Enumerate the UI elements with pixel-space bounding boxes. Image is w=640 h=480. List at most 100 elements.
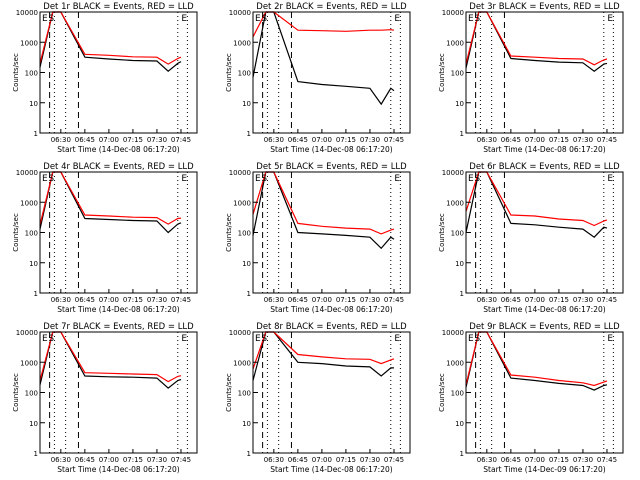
time-marker-label: E xyxy=(255,14,261,24)
plot-frame xyxy=(465,11,624,134)
x-tick-label: 06:45 xyxy=(501,136,521,144)
x-axis-label: Start Time (14-Dec-08 06:17:20) xyxy=(270,145,392,154)
x-tick-label: 06:45 xyxy=(75,296,95,304)
y-axis-label: Counts/sec xyxy=(225,213,233,252)
time-marker-label: E xyxy=(394,174,400,184)
plot-frame xyxy=(252,171,411,294)
x-tick-label: 06:30 xyxy=(477,456,497,464)
y-tick-label: 100 xyxy=(25,70,38,78)
time-marker-label: E xyxy=(42,334,48,344)
x-tick-label: 07:30 xyxy=(147,296,167,304)
y-tick-label: 100 xyxy=(238,390,251,398)
plot-frame xyxy=(252,331,411,454)
time-marker-label: E xyxy=(181,334,187,344)
y-tick-label: 10 xyxy=(455,100,464,108)
x-tick-label: 07:15 xyxy=(336,456,356,464)
x-tick-label: 07:15 xyxy=(336,296,356,304)
time-marker-label: E xyxy=(468,14,474,24)
series-lld-line xyxy=(39,331,182,383)
series-lld-line xyxy=(39,11,182,65)
time-marker-label: S xyxy=(474,334,480,344)
series-events-line xyxy=(252,331,394,381)
y-tick-label: 10000 xyxy=(16,9,38,17)
x-tick-label: 07:00 xyxy=(525,136,545,144)
series-lld-line xyxy=(252,11,395,38)
y-tick-label: 10000 xyxy=(229,9,251,17)
y-tick-label: 10000 xyxy=(16,329,38,337)
y-tick-label: 10 xyxy=(242,420,251,428)
y-tick-label: 1 xyxy=(460,450,464,458)
y-tick-label: 1 xyxy=(247,130,251,138)
y-tick-label: 1000 xyxy=(233,39,251,47)
y-tick-label: 100 xyxy=(25,390,38,398)
x-tick-label: 07:30 xyxy=(147,456,167,464)
y-tick-label: 1 xyxy=(460,290,464,298)
x-tick-label: 07:00 xyxy=(312,136,332,144)
x-axis-label: Start Time (14-Dec-08 06:17:20) xyxy=(270,305,392,314)
x-axis-label: Start Time (14-Dec-08 06:17:20) xyxy=(57,305,179,314)
time-marker-label: E xyxy=(394,334,400,344)
y-tick-label: 1000 xyxy=(446,359,464,367)
x-axis-label: Start Time (14-Dec-08 06:17:20) xyxy=(483,145,605,154)
x-tick-label: 07:45 xyxy=(384,136,404,144)
time-marker-label: E xyxy=(255,174,261,184)
y-tick-label: 1000 xyxy=(446,199,464,207)
panel-det-7: Det 7r BLACK = Events, RED = LLD 1 10 100 10… xyxy=(12,322,198,474)
y-tick-label: 10000 xyxy=(442,329,464,337)
time-marker-label: E xyxy=(468,174,474,184)
plot-frame xyxy=(39,11,198,134)
x-axis-label: Start Time (14-Dec-08 06:17:20) xyxy=(270,465,392,474)
x-tick-label: 07:15 xyxy=(123,456,143,464)
y-tick-label: 10 xyxy=(242,100,251,108)
x-tick-label: 07:45 xyxy=(597,456,617,464)
x-tick-label: 07:00 xyxy=(525,456,545,464)
series-lld-line xyxy=(39,171,182,225)
series-events-line xyxy=(39,331,182,389)
y-tick-label: 1 xyxy=(34,450,38,458)
x-tick-label: 07:45 xyxy=(384,456,404,464)
series-lld-line xyxy=(465,331,608,387)
panel-title: Det 1r BLACK = Events, RED = LLD xyxy=(43,2,194,12)
x-tick-label: 07:30 xyxy=(360,296,380,304)
x-tick-label: 07:00 xyxy=(99,136,119,144)
x-tick-label: 06:30 xyxy=(264,296,284,304)
y-tick-label: 100 xyxy=(238,230,251,238)
panel-title: Det 9r BLACK = Events, RED = LLD xyxy=(469,322,620,332)
x-tick-label: 07:15 xyxy=(336,136,356,144)
y-tick-label: 100 xyxy=(451,230,464,238)
panel-det-8: Det 8r BLACK = Events, RED = LLD 1 10 100 10… xyxy=(225,322,411,474)
panel-title: Det 7r BLACK = Events, RED = LLD xyxy=(43,322,194,332)
x-tick-label: 07:30 xyxy=(573,456,593,464)
x-tick-label: 07:45 xyxy=(171,136,191,144)
time-marker-label: S xyxy=(261,14,267,24)
y-tick-label: 10 xyxy=(455,420,464,428)
panel-det-1: Det 1r BLACK = Events, RED = LLD 1 10 100 10… xyxy=(12,2,198,154)
x-tick-label: 06:45 xyxy=(75,136,95,144)
x-tick-label: 06:30 xyxy=(264,136,284,144)
panel-det-6: Det 6r BLACK = Events, RED = LLD 1 10 100 10… xyxy=(438,162,624,314)
y-tick-label: 100 xyxy=(451,390,464,398)
series-events-line xyxy=(39,11,182,72)
x-axis-label: Start Time (14-Dec-09 06:17:20) xyxy=(483,465,605,474)
x-axis-label: Start Time (14-Dec-08 06:17:20) xyxy=(483,305,605,314)
x-tick-label: 06:45 xyxy=(288,136,308,144)
x-tick-label: 07:15 xyxy=(549,136,569,144)
plot-frame xyxy=(465,331,624,454)
time-marker-label: E xyxy=(181,14,187,24)
time-marker-label: E xyxy=(42,14,48,24)
time-marker-label: S xyxy=(48,334,54,344)
x-tick-label: 06:45 xyxy=(75,456,95,464)
y-tick-label: 100 xyxy=(238,70,251,78)
time-marker-label: E xyxy=(181,174,187,184)
y-axis-label: Counts/sec xyxy=(438,373,446,412)
panel-det-3: Det 3r BLACK = Events, RED = LLD 1 10 100 10… xyxy=(438,2,624,154)
x-tick-label: 07:30 xyxy=(360,136,380,144)
y-tick-label: 10 xyxy=(29,100,38,108)
y-tick-label: 10 xyxy=(242,260,251,268)
y-tick-label: 1000 xyxy=(20,39,38,47)
y-tick-label: 10000 xyxy=(229,329,251,337)
time-marker-label: E xyxy=(255,334,261,344)
y-tick-label: 1000 xyxy=(20,199,38,207)
x-tick-label: 06:30 xyxy=(51,136,71,144)
y-tick-label: 1 xyxy=(460,130,464,138)
